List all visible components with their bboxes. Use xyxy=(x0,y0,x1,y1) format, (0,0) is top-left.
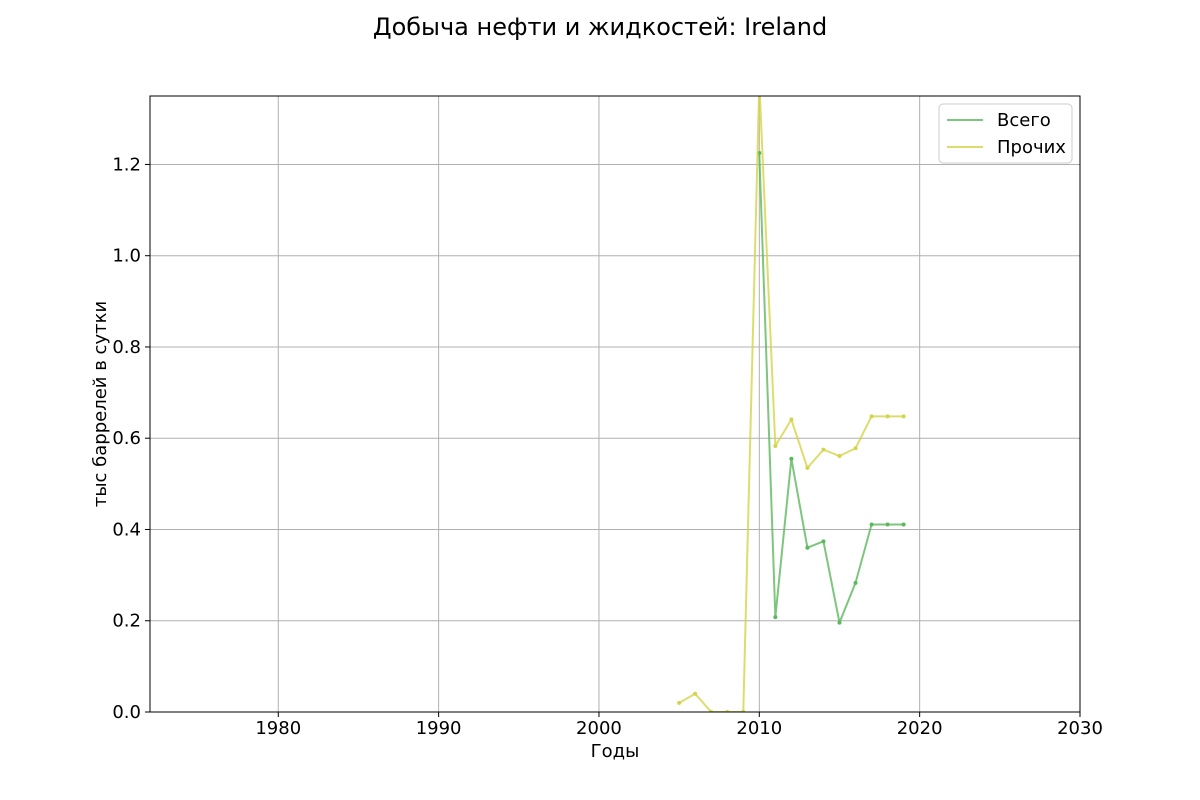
data-point xyxy=(885,414,890,419)
data-point xyxy=(837,454,842,459)
x-tick-label: 1990 xyxy=(416,718,462,739)
x-tick-label: 2030 xyxy=(1057,718,1103,739)
data-point xyxy=(805,465,810,470)
series-layer xyxy=(677,80,906,712)
x-tick-label: 2000 xyxy=(576,718,622,739)
data-point xyxy=(757,80,761,84)
series-line xyxy=(678,96,904,712)
data-point xyxy=(677,700,682,705)
data-point xyxy=(837,620,842,625)
x-tick-label: 2020 xyxy=(897,718,943,739)
chart-title: Добыча нефти и жидкостей: Ireland xyxy=(373,13,827,41)
data-point xyxy=(901,414,906,419)
y-tick-label: 1.2 xyxy=(112,154,141,175)
y-axis: 0.0 0.2 0.4 0.6 0.8 1.0 1.2 xyxy=(112,154,150,723)
data-point xyxy=(853,580,858,585)
x-tick-label: 1980 xyxy=(255,718,301,739)
legend-label: Прочих xyxy=(997,137,1066,158)
y-tick-label: 0.8 xyxy=(112,337,141,358)
series-2 xyxy=(677,80,906,712)
data-point xyxy=(773,443,778,448)
y-tick-label: 1.0 xyxy=(112,246,141,267)
legend: Всего Прочих xyxy=(938,103,1073,164)
data-point xyxy=(693,691,698,696)
data-point xyxy=(901,522,906,527)
y-axis-label: тыс баррелей в сутки xyxy=(90,301,111,507)
y-tick-label: 0.0 xyxy=(112,702,141,723)
x-axis: 1980 1990 2000 2010 2020 2030 xyxy=(255,712,1103,739)
data-point xyxy=(869,414,874,419)
plot-frame xyxy=(149,95,1081,713)
data-point xyxy=(789,456,794,461)
data-point xyxy=(789,417,794,422)
data-point xyxy=(821,447,826,452)
y-tick-label: 0.4 xyxy=(112,519,141,540)
y-tick-label: 0.6 xyxy=(112,428,141,449)
data-point xyxy=(773,615,778,620)
x-axis-label: Годы xyxy=(591,741,640,762)
data-point xyxy=(821,539,826,544)
grid xyxy=(150,96,1081,713)
data-point xyxy=(885,522,890,527)
legend-box xyxy=(938,103,1073,164)
legend-label: Всего xyxy=(997,110,1051,131)
series-1 xyxy=(757,151,906,625)
data-point xyxy=(805,545,810,550)
data-point xyxy=(869,522,874,527)
x-tick-label: 2010 xyxy=(736,718,782,739)
series-line xyxy=(758,153,904,624)
data-point xyxy=(853,446,858,451)
y-tick-label: 0.2 xyxy=(112,611,141,632)
